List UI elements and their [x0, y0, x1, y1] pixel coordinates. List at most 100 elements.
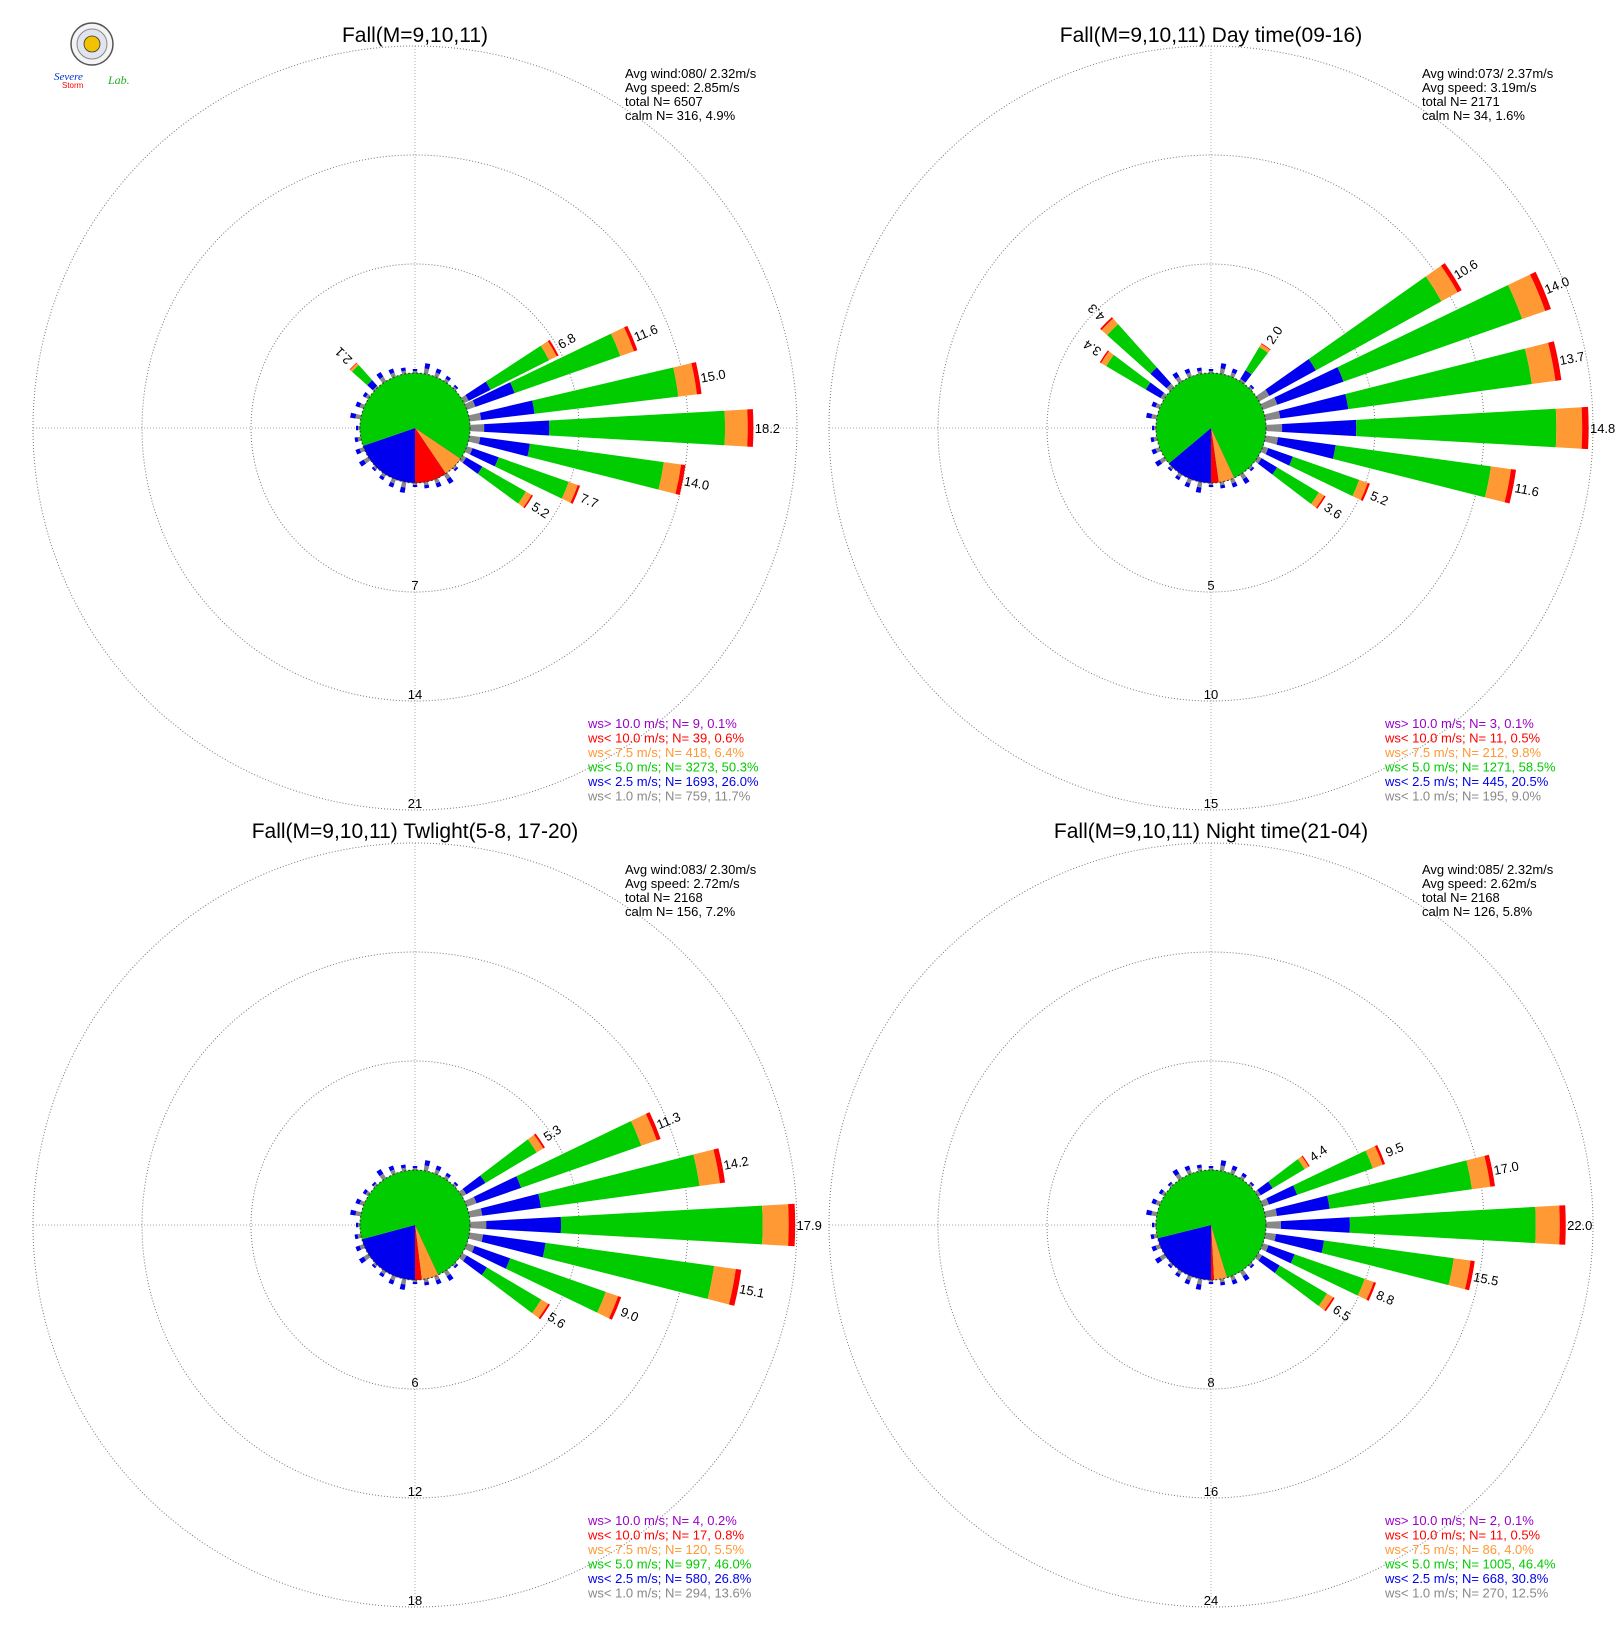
minor-petal [1219, 368, 1226, 375]
minor-petal [435, 481, 442, 488]
petal-label: 14.0 [683, 473, 711, 493]
minor-petal [1169, 465, 1174, 470]
minor-petal [1220, 363, 1227, 370]
ring-label: 18 [408, 1593, 422, 1608]
petal-gray [1166, 383, 1175, 392]
minor-petal [380, 472, 387, 478]
minor-petal [390, 477, 396, 484]
petal-label: 14.8 [1590, 421, 1615, 436]
minor-petal [1231, 368, 1238, 375]
minor-petal [1155, 1244, 1162, 1250]
petal-red [1316, 495, 1326, 509]
petal-orange [1466, 1155, 1491, 1190]
petal-gray [1254, 1189, 1261, 1197]
minor-petal [434, 1169, 440, 1176]
petal-label: 2.1 [332, 344, 355, 367]
minor-petal [379, 376, 387, 384]
minor-petal [1249, 1263, 1255, 1269]
petal-gray [1260, 397, 1278, 410]
minor-petal [453, 1263, 459, 1269]
petal-red [538, 1303, 550, 1320]
minor-petal [1239, 1269, 1247, 1277]
petal-label: 9.0 [618, 1304, 640, 1325]
petal-gray [1254, 456, 1262, 464]
pie-sector-orange [1211, 428, 1235, 483]
petal-green [505, 1258, 606, 1313]
minor-petal [1248, 465, 1253, 470]
petal-red [1530, 271, 1551, 311]
legend-entry: ws< 10.0 m/s; N= 11, 0.5% [1384, 1528, 1541, 1543]
minor-petal [359, 447, 366, 453]
pie-sector-green [1156, 373, 1266, 478]
petal-orange [350, 363, 359, 372]
stats-line: total N= 2171 [1422, 94, 1500, 109]
stats-line: Avg speed: 2.72m/s [625, 876, 740, 891]
petal-gray [469, 1221, 487, 1229]
minor-petal [358, 1256, 367, 1264]
logo-text-severe: Severe [54, 71, 83, 83]
petal-gray [1265, 424, 1283, 432]
petal-gray [468, 1232, 484, 1242]
minor-petal [362, 392, 368, 398]
petal-red [1484, 1154, 1495, 1187]
petal-blue [1274, 1233, 1325, 1253]
petal-red [1099, 350, 1109, 364]
minor-petal [1220, 1281, 1226, 1286]
minor-petal [400, 1278, 407, 1285]
petal-orange [561, 481, 578, 503]
petal-green [1327, 1160, 1473, 1209]
minor-petal [1248, 386, 1253, 391]
petal-blue [1275, 1195, 1330, 1216]
minor-petal [362, 1189, 368, 1195]
petal-gray [458, 1252, 467, 1262]
minor-petal [1195, 1283, 1202, 1290]
stats-line: total N= 2168 [1422, 890, 1500, 905]
petal-blue [1265, 1245, 1295, 1264]
minor-petal [356, 1222, 359, 1228]
petal-blue [1145, 382, 1165, 399]
petal-orange [1297, 1156, 1309, 1170]
minor-petal [390, 1274, 396, 1281]
petal-orange [518, 491, 532, 508]
minor-petal [423, 1165, 430, 1172]
minor-petal [1230, 1169, 1236, 1176]
minor-petal [1219, 1165, 1226, 1172]
stats-line: Avg wind:080/ 2.32m/s [625, 66, 757, 81]
minor-petal [453, 1181, 459, 1187]
petal-blue [471, 1245, 511, 1269]
minor-petal [1208, 1281, 1214, 1285]
minor-petal [355, 448, 362, 455]
petal-orange [631, 1113, 657, 1146]
minor-petal [1172, 371, 1180, 380]
petal-blue [1282, 419, 1357, 437]
petal-green [1293, 1150, 1373, 1195]
petal-gray [468, 435, 481, 445]
petal-label: 4.3 [1085, 301, 1108, 324]
petal-green [494, 457, 569, 499]
petal-gray [1160, 392, 1168, 401]
legend-entry: ws< 5.0 m/s; N= 1271, 58.5% [1384, 760, 1556, 775]
petal-label: 5.3 [541, 1122, 564, 1145]
petal-label: 18.2 [755, 421, 780, 436]
stats-line: calm N= 34, 1.6% [1422, 108, 1525, 123]
petal-red [547, 339, 559, 357]
minor-petal [1176, 472, 1183, 478]
minor-petal [350, 1209, 357, 1216]
ring-label: 21 [408, 796, 422, 811]
legend-entry: ws> 10.0 m/s; N= 3, 0.1% [1384, 716, 1534, 731]
petal-red [608, 1296, 622, 1320]
petal-green [1332, 445, 1491, 498]
stats-line: Avg speed: 2.62m/s [1422, 876, 1537, 891]
petal-gray [1264, 435, 1279, 445]
petal-gray [1255, 389, 1270, 402]
minor-petal [365, 393, 371, 400]
legend-entry: ws< 1.0 m/s; N= 195, 9.0% [1384, 789, 1542, 804]
legend-entry: ws< 1.0 m/s; N= 270, 12.5% [1384, 1586, 1549, 1601]
minor-petal [1239, 472, 1247, 480]
petal-red [713, 1148, 726, 1184]
minor-petal [1151, 1198, 1158, 1205]
chart-title: Fall(M=9,10,11) Twlight(5-8, 17-20) [252, 820, 579, 843]
petal-red [1261, 343, 1271, 351]
petal-blue [367, 380, 378, 391]
minor-petal [1184, 481, 1191, 488]
